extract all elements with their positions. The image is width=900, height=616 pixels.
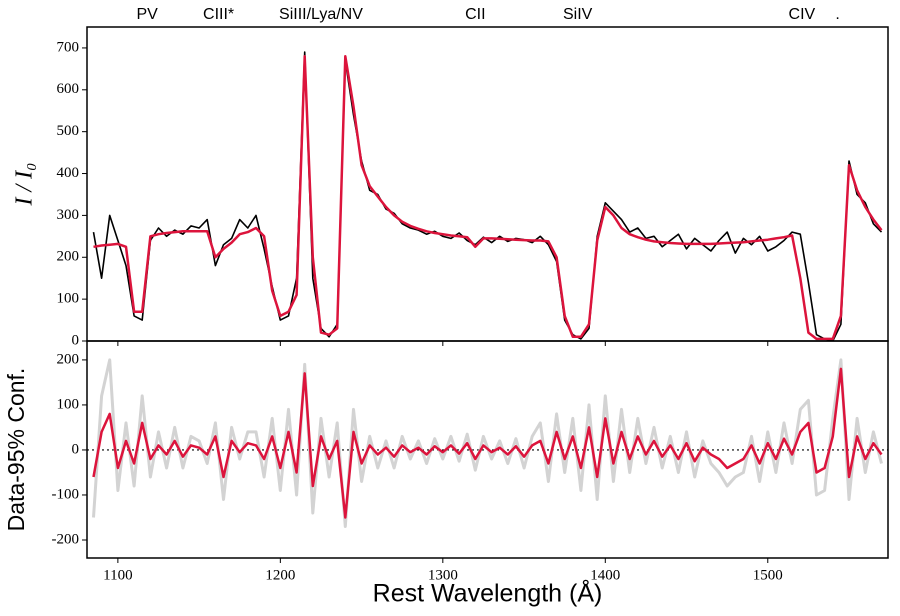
y-tick-label: 300 xyxy=(57,207,80,223)
x-tick-label: 1100 xyxy=(103,567,132,583)
y-tick-label: 200 xyxy=(57,249,80,265)
y-tick-label: 100 xyxy=(57,396,80,412)
line-label: . xyxy=(835,6,839,23)
y-tick-label: 500 xyxy=(57,123,80,139)
line-label: PV xyxy=(136,6,158,23)
data-line xyxy=(92,51,883,341)
y-tick-label: 700 xyxy=(57,39,80,55)
plot-frame xyxy=(86,26,889,342)
y-tick-label: 600 xyxy=(57,81,80,97)
y-tick-label: 400 xyxy=(57,165,80,181)
y-tick-label: -200 xyxy=(52,531,80,547)
y-tick-label: 0 xyxy=(72,332,80,348)
x-tick-label: 1400 xyxy=(590,567,620,583)
x-axis-label: Rest Wavelength (Å) xyxy=(373,578,603,608)
line-label: CIV xyxy=(789,6,816,23)
x-tick-label: 1500 xyxy=(753,567,783,583)
y-tick-label: 0 xyxy=(72,441,80,457)
line-label: CII xyxy=(465,6,485,23)
line-label: SiIV xyxy=(563,6,593,23)
y-axis-label: Data-95% Conf. xyxy=(3,368,29,532)
y-tick-label: 200 xyxy=(57,351,80,367)
x-tick-label: 1300 xyxy=(428,567,458,583)
data-line xyxy=(93,55,883,341)
data-line xyxy=(92,367,883,519)
x-tick-label: 1200 xyxy=(265,567,295,583)
line-label: SiIII/Lya/NV xyxy=(279,6,363,23)
y-tick-label: 100 xyxy=(57,291,80,307)
line-label: CIII* xyxy=(203,6,234,23)
y-tick-label: -100 xyxy=(52,486,80,502)
y-axis-label: I / I₀ xyxy=(12,163,38,207)
